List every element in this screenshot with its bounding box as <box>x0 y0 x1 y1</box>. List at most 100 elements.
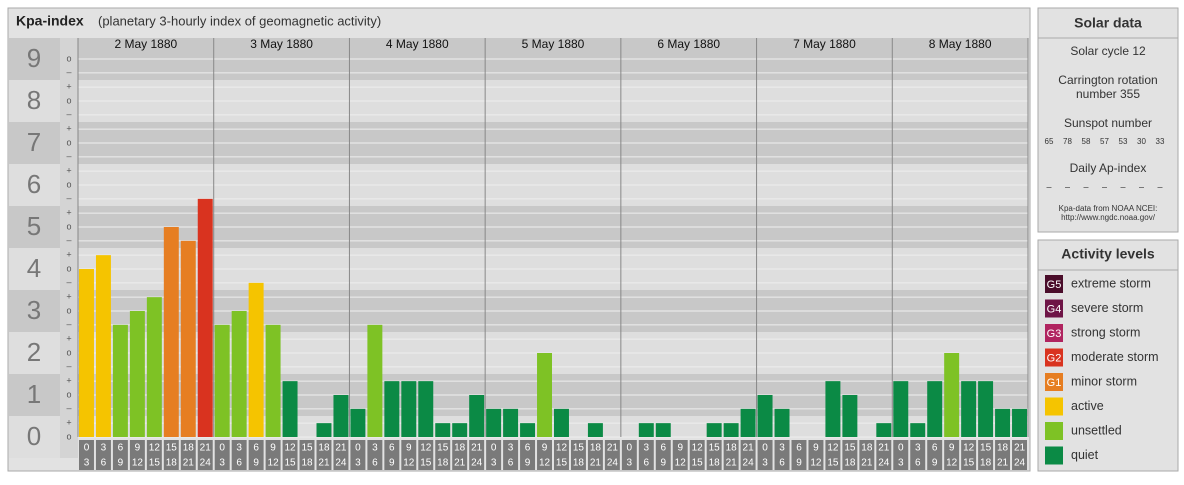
x-tick-box <box>452 440 468 470</box>
x-tick-box <box>876 440 892 470</box>
sunspot-value: 65 <box>1045 137 1054 146</box>
side-text: Daily Ap-index <box>1070 161 1147 175</box>
x-tick-start: 15 <box>437 443 449 454</box>
x-tick-start: 0 <box>219 443 225 454</box>
minor-tick-label: o <box>66 53 71 63</box>
level-band <box>78 416 1028 437</box>
x-tick-box <box>774 440 790 470</box>
side-text: Solar cycle 12 <box>1070 44 1146 58</box>
minor-tick-label: + <box>66 82 71 92</box>
minor-tick-label: – <box>66 403 71 413</box>
minor-tick-label: o <box>66 95 71 105</box>
x-tick-end: 6 <box>372 458 378 469</box>
x-tick-box <box>893 440 909 470</box>
minor-tick-label: + <box>66 166 71 176</box>
x-tick-end: 24 <box>335 458 347 469</box>
minor-tick-label: – <box>66 361 71 371</box>
x-tick-end: 15 <box>963 458 975 469</box>
x-tick-start: 21 <box>471 443 483 454</box>
x-tick-end: 6 <box>779 458 785 469</box>
bar <box>757 395 773 437</box>
sunspot-value: 30 <box>1137 137 1146 146</box>
legend-label: unsettled <box>1071 423 1122 437</box>
legend-label: quiet <box>1071 448 1099 462</box>
bar <box>978 381 994 437</box>
x-tick-start: 9 <box>406 443 412 454</box>
x-tick-end: 6 <box>101 458 107 469</box>
x-tick-start: 0 <box>355 443 361 454</box>
x-tick-box <box>231 440 247 470</box>
minor-tick-label: + <box>66 376 71 386</box>
day-label: 4 May 1880 <box>386 37 449 51</box>
x-tick-start: 12 <box>692 443 704 454</box>
x-tick-box <box>927 440 943 470</box>
x-tick-end: 24 <box>1014 458 1026 469</box>
x-tick-box <box>842 440 858 470</box>
x-tick-box <box>537 440 552 470</box>
x-tick-box <box>808 440 824 470</box>
x-tick-end: 15 <box>284 458 296 469</box>
x-tick-end: 24 <box>743 458 755 469</box>
side-text: number 355 <box>1076 87 1140 101</box>
x-tick-start: 12 <box>827 443 839 454</box>
bar <box>163 227 179 437</box>
bar <box>435 423 451 437</box>
y-tick-label: 8 <box>27 85 41 115</box>
legend-swatch <box>1045 275 1063 293</box>
x-tick-start: 6 <box>932 443 938 454</box>
x-tick-start: 12 <box>284 443 296 454</box>
x-tick-end: 3 <box>84 458 90 469</box>
x-tick-end: 24 <box>471 458 483 469</box>
bar <box>384 381 400 437</box>
bar <box>503 408 519 437</box>
minor-tick-label: + <box>66 418 71 428</box>
x-tick-box <box>469 440 485 470</box>
legend-swatch <box>1045 324 1063 342</box>
bar <box>995 408 1011 437</box>
bar <box>1012 408 1027 437</box>
minor-tick-label: + <box>66 292 71 302</box>
x-tick-end: 21 <box>861 458 873 469</box>
x-tick-end: 3 <box>627 458 633 469</box>
x-tick-end: 12 <box>268 458 280 469</box>
x-tick-end: 18 <box>980 458 992 469</box>
x-tick-box <box>944 440 960 470</box>
chart-title: Kpa-index <box>16 13 84 29</box>
x-tick-start: 21 <box>200 443 212 454</box>
bar <box>944 353 960 437</box>
x-tick-start: 9 <box>542 443 548 454</box>
x-tick-box <box>604 440 620 470</box>
x-tick-end: 6 <box>644 458 650 469</box>
x-tick-box <box>723 440 739 470</box>
x-tick-end: 18 <box>437 458 449 469</box>
minor-tick-label: – <box>66 319 71 329</box>
bar <box>486 408 502 437</box>
bar <box>248 282 264 437</box>
x-tick-end: 24 <box>200 458 212 469</box>
bar <box>740 408 756 437</box>
x-tick-start: 18 <box>454 443 466 454</box>
bar <box>706 423 722 437</box>
x-tick-box <box>791 440 807 470</box>
bar <box>316 423 332 437</box>
x-tick-box <box>554 440 569 470</box>
x-tick-start: 9 <box>135 443 141 454</box>
level-label-bg <box>9 374 60 416</box>
ap-value: – <box>1120 181 1125 191</box>
minor-tick-label: – <box>66 151 71 161</box>
minor-tick-label: + <box>66 334 71 344</box>
bar <box>554 408 569 437</box>
x-tick-start: 0 <box>762 443 768 454</box>
x-tick-start: 15 <box>980 443 992 454</box>
x-tick-start: 18 <box>997 443 1009 454</box>
level-label-bg <box>9 332 60 374</box>
bar <box>418 381 434 437</box>
x-tick-box <box>621 440 637 470</box>
x-tick-start: 3 <box>236 443 242 454</box>
bar <box>231 311 247 437</box>
level-label-bg <box>9 122 60 164</box>
x-tick-box <box>112 440 128 470</box>
bar <box>265 324 281 437</box>
minor-tick-label: o <box>66 263 71 273</box>
